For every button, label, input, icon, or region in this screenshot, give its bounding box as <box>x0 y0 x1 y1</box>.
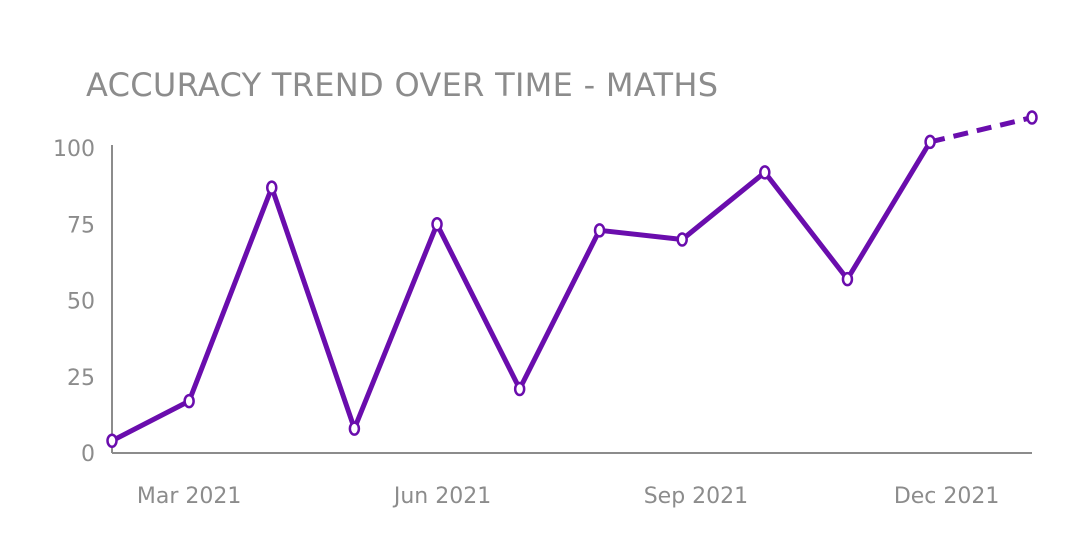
data-point <box>431 217 443 232</box>
y-tick-label: 25 <box>67 366 95 391</box>
projection-line <box>929 115 1033 145</box>
y-tick-label: 0 <box>81 442 95 467</box>
data-point <box>106 433 118 449</box>
x-tick-labels: Mar 2021 Jun 2021 Sep 2021 Dec 2021 <box>137 484 1000 509</box>
y-tick-label: 100 <box>53 137 95 162</box>
y-tick-label: 50 <box>67 290 95 315</box>
chart-title: ACCURACY TREND OVER TIME - MATHS <box>86 66 719 104</box>
data-point <box>513 381 526 397</box>
data-point <box>759 165 771 180</box>
x-tick-label: Sep 2021 <box>644 484 748 509</box>
data-points <box>106 110 1038 449</box>
x-tick-label: Dec 2021 <box>894 484 1000 509</box>
data-point <box>924 134 936 150</box>
y-tick-labels: 0 25 50 75 100 <box>53 137 95 467</box>
x-tick-label: Mar 2021 <box>137 484 242 509</box>
data-point <box>266 180 278 195</box>
series-lines <box>110 115 1033 444</box>
data-point <box>348 421 361 436</box>
data-point <box>841 271 854 287</box>
data-point <box>183 393 195 409</box>
data-point <box>593 223 606 238</box>
data-point <box>1026 110 1038 125</box>
data-point <box>676 232 688 247</box>
x-tick-label: Jun 2021 <box>392 484 491 509</box>
y-tick-label: 75 <box>67 213 95 238</box>
